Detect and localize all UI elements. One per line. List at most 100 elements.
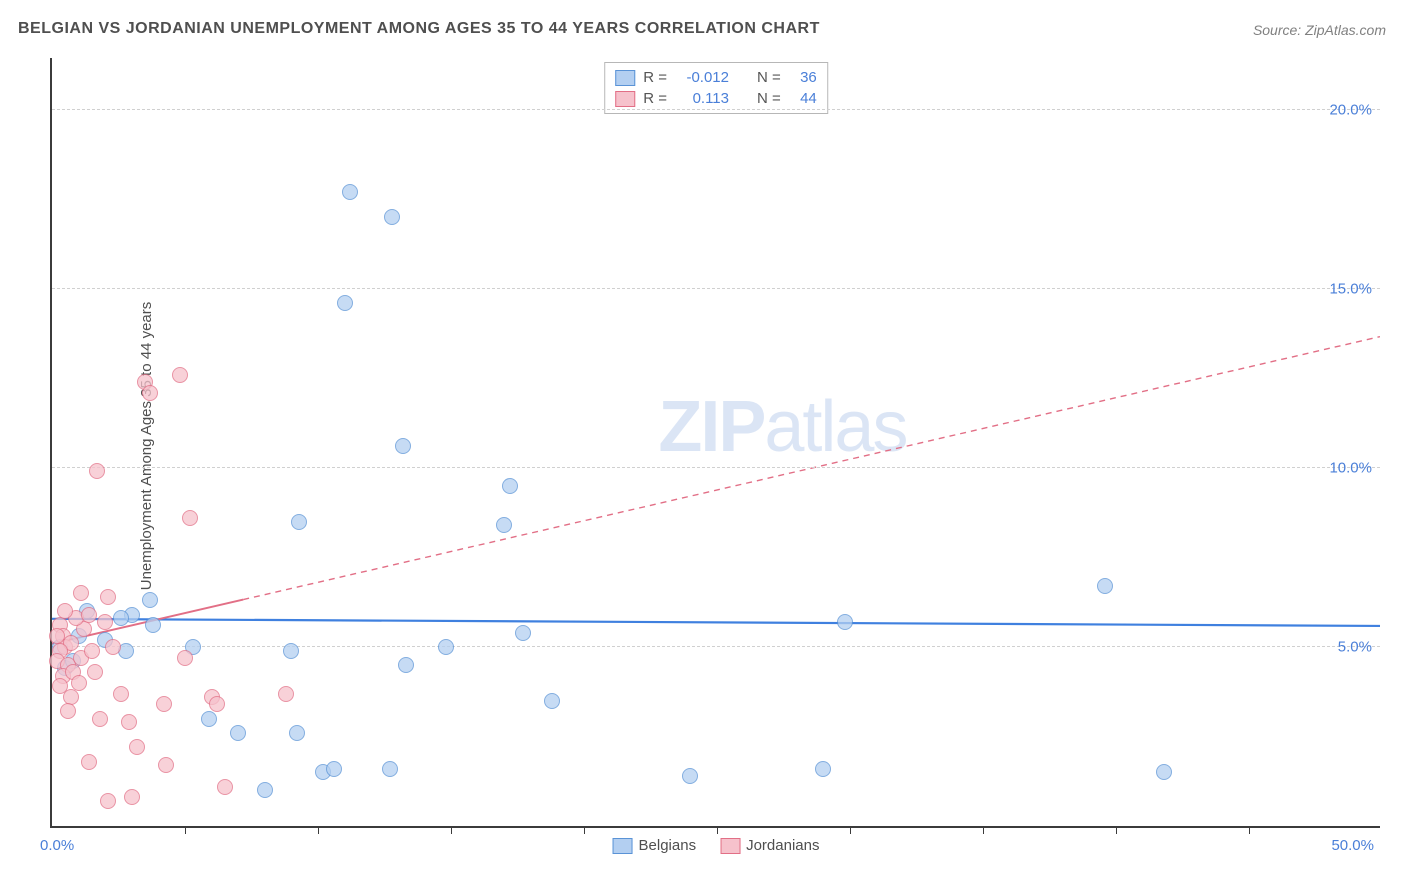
legend-swatch (613, 838, 633, 854)
data-point (182, 510, 198, 526)
data-point (142, 385, 158, 401)
data-point (230, 725, 246, 741)
series-legend-item: Belgians (613, 837, 697, 854)
data-point (113, 610, 129, 626)
data-point (278, 686, 294, 702)
data-point (217, 779, 233, 795)
y-tick-label: 5.0% (1338, 638, 1372, 655)
legend-swatch (615, 91, 635, 107)
trendlines-svg (52, 58, 1380, 826)
data-point (496, 517, 512, 533)
y-tick-label: 20.0% (1329, 101, 1372, 118)
data-point (105, 639, 121, 655)
data-point (71, 675, 87, 691)
source-label: Source: ZipAtlas.com (1253, 22, 1386, 38)
x-tick-mark (451, 826, 452, 834)
data-point (121, 714, 137, 730)
x-tick-mark (1249, 826, 1250, 834)
data-point (1156, 764, 1172, 780)
legend-swatch (720, 838, 740, 854)
data-point (382, 761, 398, 777)
data-point (89, 463, 105, 479)
data-point (515, 625, 531, 641)
data-point (100, 589, 116, 605)
legend-r-label: R = (643, 90, 667, 107)
data-point (124, 789, 140, 805)
data-point (837, 614, 853, 630)
gridline (52, 646, 1380, 647)
data-point (337, 295, 353, 311)
x-tick-mark (318, 826, 319, 834)
data-point (682, 768, 698, 784)
series-legend-label: Jordanians (746, 837, 819, 854)
data-point (201, 711, 217, 727)
data-point (73, 585, 89, 601)
gridline (52, 109, 1380, 110)
x-tick-mark (1116, 826, 1117, 834)
data-point (57, 603, 73, 619)
series-legend-item: Jordanians (720, 837, 819, 854)
data-point (177, 650, 193, 666)
data-point (342, 184, 358, 200)
data-point (81, 607, 97, 623)
data-point (60, 703, 76, 719)
data-point (129, 739, 145, 755)
data-point (113, 686, 129, 702)
data-point (81, 754, 97, 770)
series-legend-label: Belgians (639, 837, 697, 854)
gridline (52, 467, 1380, 468)
data-point (145, 617, 161, 633)
data-point (1097, 578, 1113, 594)
data-point (92, 711, 108, 727)
watermark-zip: ZIP (658, 387, 764, 467)
data-point (398, 657, 414, 673)
data-point (142, 592, 158, 608)
legend-swatch (615, 70, 635, 86)
legend-n-value: 44 (789, 90, 817, 107)
data-point (156, 696, 172, 712)
legend-n-value: 36 (789, 69, 817, 86)
y-tick-label: 15.0% (1329, 280, 1372, 297)
legend-r-label: R = (643, 69, 667, 86)
watermark-atlas: atlas (764, 387, 906, 467)
series-legend: Belgians Jordanians (613, 837, 820, 854)
x-tick-mark (584, 826, 585, 834)
data-point (257, 782, 273, 798)
data-point (326, 761, 342, 777)
data-point (384, 209, 400, 225)
x-axis-min-label: 0.0% (40, 837, 74, 854)
data-point (544, 693, 560, 709)
legend-r-value: 0.113 (675, 90, 729, 107)
plot-area: ZIPatlas R =-0.012N =36R =0.113N =44 0.0… (50, 58, 1380, 828)
legend-n-label: N = (757, 69, 781, 86)
x-tick-mark (983, 826, 984, 834)
data-point (815, 761, 831, 777)
legend-n-label: N = (757, 90, 781, 107)
correlation-legend: R = -0.012 N = 36 R = 0.113 N = 44 (604, 62, 828, 114)
x-tick-mark (185, 826, 186, 834)
watermark: ZIPatlas (658, 386, 906, 468)
y-tick-label: 10.0% (1329, 459, 1372, 476)
data-point (289, 725, 305, 741)
legend-row: R = -0.012 N = 36 (615, 67, 817, 88)
data-point (291, 514, 307, 530)
data-point (49, 628, 65, 644)
data-point (209, 696, 225, 712)
chart-title: BELGIAN VS JORDANIAN UNEMPLOYMENT AMONG … (18, 20, 820, 38)
data-point (172, 367, 188, 383)
data-point (100, 793, 116, 809)
data-point (438, 639, 454, 655)
data-point (87, 664, 103, 680)
data-point (502, 478, 518, 494)
gridline (52, 288, 1380, 289)
legend-row: R = 0.113 N = 44 (615, 88, 817, 109)
x-axis-max-label: 50.0% (1331, 837, 1374, 854)
data-point (158, 757, 174, 773)
x-tick-mark (717, 826, 718, 834)
data-point (84, 643, 100, 659)
legend-r-value: -0.012 (675, 69, 729, 86)
data-point (395, 438, 411, 454)
x-tick-mark (850, 826, 851, 834)
data-point (97, 614, 113, 630)
data-point (283, 643, 299, 659)
